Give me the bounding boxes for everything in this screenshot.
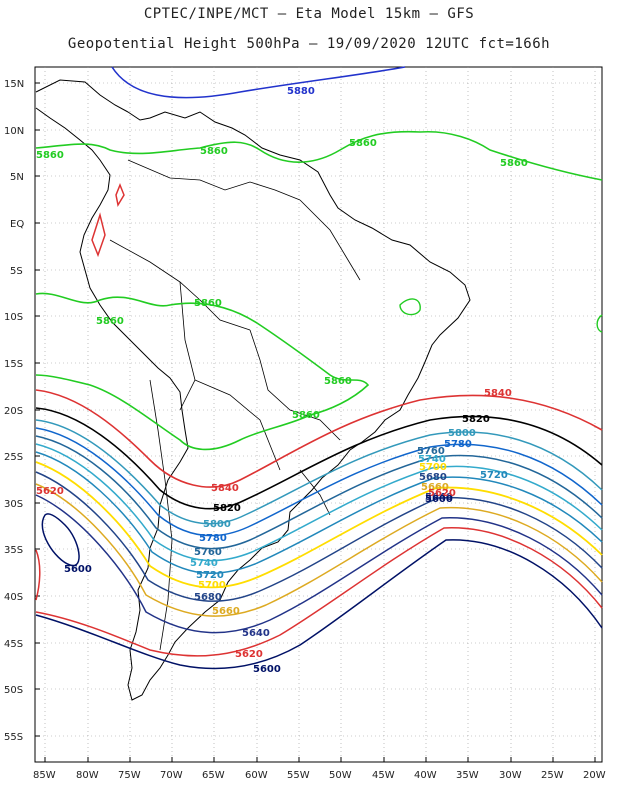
contour-5660 [35,483,603,617]
lat-label: 10S [4,312,23,323]
longitude-labels: 85W 80W 75W 70W 65W 60W 55W 50W 45W 40W … [33,770,606,781]
contour-label: 5640 [425,492,453,503]
contour-5820 [35,407,603,510]
lat-label: 50S [4,685,23,696]
lon-label: 45W [372,770,395,781]
contour-5600 [35,539,603,670]
lon-label: 25W [541,770,564,781]
contour-label: 5740 [190,558,218,569]
contour-label: 5680 [194,592,222,603]
contour-label: 5620 [235,649,263,660]
contour-label: 5700 [198,580,226,591]
contour-label: 5720 [196,570,224,581]
latitude-labels: 15N 10N 5N EQ 5S 10S 15S 20S 25S 30S 35S… [4,79,24,743]
lon-label: 55W [287,770,310,781]
contour-5860-north [35,130,603,181]
contour-label: 5860 [200,146,228,157]
lat-label: 10N [4,126,24,137]
contour-5700 [35,461,603,589]
lat-label: 45S [4,639,23,650]
contour-5760 [35,435,603,550]
contour-label: 5760 [417,446,445,457]
contour-label: 5600 [425,494,453,505]
contour-label: 5740 [418,454,446,465]
contour-5640 [35,494,603,634]
title-line-1: CPTEC/INPE/MCT – Eta Model 15km – GFS [143,6,475,22]
lon-label: 65W [202,770,225,781]
lat-label: 40S [4,592,23,603]
contour-label: 5860 [194,298,222,309]
contour-label: 5760 [194,547,222,558]
contour-5720 [35,451,603,575]
title-line-2: Geopotential Height 500hPa – 19/09/2020 … [67,36,551,52]
lon-label: 35W [456,770,479,781]
contour-label: 5860 [324,376,352,387]
contour-labels: 5880 5860 5860 5860 5860 5860 5860 5860 … [36,86,528,675]
contour-label: 5840 [211,483,239,494]
lon-label: 20W [583,770,606,781]
lat-label: 15S [4,359,23,370]
contour-label: 5780 [199,533,227,544]
lat-label: 5S [10,266,23,277]
contour-5860-south [35,292,370,451]
contour-5880 [111,66,406,99]
contour-5780 [35,427,603,537]
coastline [35,79,471,701]
contour-label: 5600 [253,664,281,675]
contour-label: 5780 [444,439,472,450]
contour-label: 5820 [462,414,490,425]
contour-label: 5860 [96,316,124,327]
ticks [35,82,596,762]
lat-label: 35S [4,545,23,556]
contour-label: 5680 [419,472,447,483]
contour-label: 5640 [242,628,270,639]
contour-label: 5860 [36,150,64,161]
lon-label: 60W [245,770,268,781]
lon-label: 50W [329,770,352,781]
contour-label: 5620 [36,486,64,497]
contour-label: 5800 [203,519,231,530]
contour-5600-closed [41,513,80,567]
lon-label: 40W [414,770,437,781]
lat-label: 30S [4,499,23,510]
contour-label: 5860 [292,410,320,421]
lon-label: 85W [33,770,56,781]
lon-label: 30W [499,770,522,781]
lat-label: 20S [4,406,23,417]
lon-label: 75W [118,770,141,781]
contour-5800 [35,419,603,525]
lat-label: 15N [4,79,24,90]
contour-label: 5840 [484,388,512,399]
contour-label: 5880 [287,86,315,97]
lat-label: EQ [10,219,24,230]
contour-label: 5860 [500,158,528,169]
contour-label: 5700 [419,462,447,473]
contour-5740 [35,443,603,562]
lat-label: 55S [4,732,23,743]
contour-label: 5800 [448,428,476,439]
contour-label: 5720 [480,470,508,481]
contour-5840 [35,389,603,488]
lon-label: 80W [76,770,99,781]
contour-label: 5860 [349,138,377,149]
lat-label: 25S [4,452,23,463]
contour-label: 5620 [428,488,456,499]
graticule [35,67,602,762]
contour-label: 5820 [213,503,241,514]
contour-5680 [35,471,603,602]
contour-label: 5660 [212,606,240,617]
lat-label: 5N [10,172,24,183]
map-frame [34,66,603,763]
contour-label: 5600 [64,564,92,575]
lon-label: 70W [160,770,183,781]
contour-5620 [35,527,603,657]
contour-label: 5660 [421,482,449,493]
